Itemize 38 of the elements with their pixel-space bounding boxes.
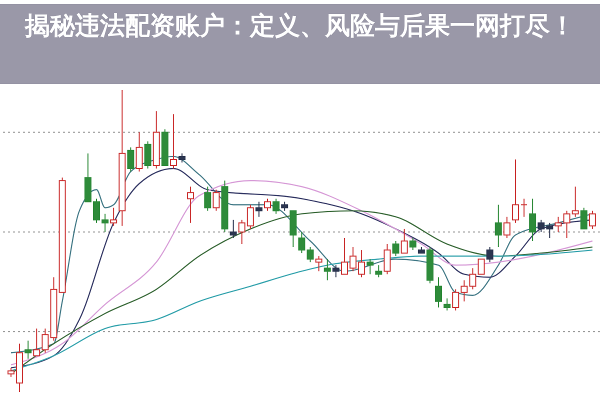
candlestick	[230, 219, 237, 238]
candlestick	[170, 114, 177, 170]
candlestick	[315, 256, 322, 272]
candlestick	[486, 246, 494, 263]
candlestick	[255, 201, 262, 218]
candlestick	[409, 237, 416, 251]
candlestick	[503, 216, 510, 238]
candlestick	[264, 198, 272, 212]
candlestick	[272, 198, 280, 214]
candlestick	[187, 186, 194, 224]
candlestick	[332, 264, 340, 278]
candlestick	[512, 158, 519, 224]
candlestick	[384, 244, 391, 275]
candlestick	[281, 201, 288, 212]
candlestick	[478, 258, 485, 275]
candlestick	[588, 210, 596, 230]
candlestick	[366, 258, 374, 275]
candlestick	[580, 207, 588, 230]
candlestick	[178, 152, 186, 163]
candlestick	[494, 204, 502, 248]
candlestick	[24, 340, 32, 360]
candlestick	[375, 264, 382, 278]
candlestick	[136, 132, 143, 172]
candlestick	[306, 246, 314, 263]
candlestick	[204, 186, 212, 212]
candlestick	[212, 189, 220, 212]
candlestick	[144, 140, 152, 170]
candlestick	[400, 228, 408, 254]
candlestick	[520, 198, 528, 218]
candlestick	[529, 198, 536, 242]
candlestick	[298, 231, 306, 254]
candlestick	[444, 298, 451, 311]
candlestick	[392, 240, 400, 257]
candlestick	[554, 216, 562, 232]
candlestick	[110, 207, 118, 226]
candlestick	[324, 258, 331, 281]
candlestick	[127, 146, 134, 172]
candlestick	[435, 276, 442, 308]
